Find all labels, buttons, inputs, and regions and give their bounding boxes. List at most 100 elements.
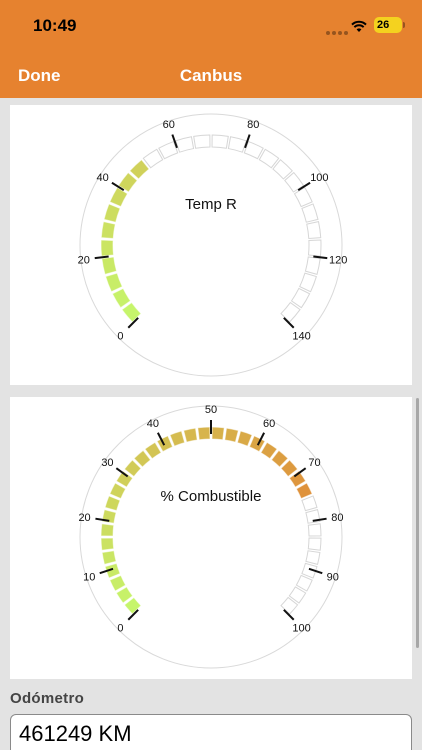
gauge-segment-empty bbox=[280, 596, 299, 615]
gauge-tick bbox=[95, 517, 110, 522]
gauge-segment-filled bbox=[123, 596, 142, 615]
gauge-tick-label: 60 bbox=[263, 418, 275, 430]
gauge-tick-label: 140 bbox=[292, 331, 310, 343]
gauge-segment-filled bbox=[123, 459, 142, 478]
odometer-field[interactable]: 461249 KM bbox=[10, 714, 412, 750]
gauge-tick-label: 50 bbox=[205, 404, 217, 416]
gauge-tick-label: 80 bbox=[247, 119, 259, 131]
gauge-tick-label: 0 bbox=[117, 623, 123, 635]
gauge-tick bbox=[244, 134, 251, 149]
gauge-segment-filled bbox=[109, 186, 129, 208]
gauge-segment-filled bbox=[105, 272, 123, 293]
gauge-tick-label: 30 bbox=[101, 457, 113, 469]
navigation-bar: Done Canbus bbox=[0, 48, 422, 98]
status-bar: 10:49 26 bbox=[0, 0, 422, 48]
fuel-gauge: 0 10 20 30 40 50 60 70 80 90 100 % Combustible bbox=[78, 404, 344, 669]
gauge-tick bbox=[127, 609, 139, 621]
gauge-segment-empty bbox=[288, 586, 307, 604]
gauge-tick bbox=[297, 181, 311, 192]
gauge-tick-label: 100 bbox=[292, 623, 310, 635]
gauge-segment-empty bbox=[227, 136, 247, 153]
gauge-segment-empty bbox=[280, 301, 301, 323]
gauge-segment-empty bbox=[258, 148, 280, 169]
gauge-segment-filled bbox=[103, 203, 121, 223]
gauge-tick-label: 80 bbox=[331, 512, 343, 524]
gauge-segment-filled bbox=[260, 441, 278, 460]
gauge-tick-label: 90 bbox=[327, 572, 339, 584]
gauge-segment-filled bbox=[109, 482, 127, 500]
gauge-tick bbox=[156, 432, 166, 446]
gauge-segment-filled bbox=[100, 537, 115, 551]
scrollbar[interactable] bbox=[416, 398, 419, 648]
gauge-tick-label: 10 bbox=[83, 572, 95, 584]
gauge-segment-filled bbox=[295, 482, 313, 500]
gauge-segment-empty bbox=[301, 203, 319, 223]
gauge-segment-filled bbox=[183, 427, 198, 443]
gauge-tick-label: 20 bbox=[78, 254, 90, 266]
gauge-tick-label: 40 bbox=[147, 418, 159, 430]
gauge-tick-label: 20 bbox=[78, 512, 90, 524]
gauge-segment-filled bbox=[104, 562, 121, 579]
gauge-tick-label: 0 bbox=[117, 331, 123, 343]
gauge-tick bbox=[171, 134, 178, 149]
gauge-segment-filled bbox=[101, 550, 117, 565]
gauge-segment-filled bbox=[117, 171, 138, 193]
page-title: Canbus bbox=[179, 66, 243, 85]
gauge-segment-filled bbox=[211, 426, 225, 441]
gauge-segment-empty bbox=[272, 159, 293, 180]
gauge-tick bbox=[256, 432, 266, 446]
odometer-label: Odómetro bbox=[10, 690, 85, 707]
gauge-title: Temp R bbox=[185, 196, 237, 213]
wifi-icon bbox=[351, 20, 367, 32]
gauge-segment-filled bbox=[101, 256, 118, 275]
gauge-tick bbox=[94, 255, 109, 260]
gauge-card-temp: 0 20 40 60 80 100 120 140 Temp R bbox=[10, 105, 412, 385]
gauge-segment-filled bbox=[121, 301, 142, 323]
gauge-segment-empty bbox=[301, 495, 318, 512]
gauge-segment-empty bbox=[142, 148, 164, 169]
gauge-tick bbox=[99, 567, 114, 575]
gauge-tick bbox=[312, 517, 327, 522]
gauge-card-fuel: 0 10 20 30 40 50 60 70 80 90 100 % Combustible bbox=[10, 397, 412, 679]
gauge-segment-empty bbox=[175, 136, 195, 153]
gauge-segment-filled bbox=[288, 470, 307, 488]
gauge-tick bbox=[308, 567, 323, 575]
battery-level: 26 bbox=[377, 19, 390, 31]
battery-icon: 26 bbox=[374, 17, 405, 33]
gauge-segment-empty bbox=[211, 134, 229, 149]
gauge-segment-empty bbox=[293, 186, 313, 208]
gauge-segment-filled bbox=[115, 586, 134, 604]
gauge-title: % Combustible bbox=[161, 488, 262, 505]
gauge-tick-label: 100 bbox=[310, 172, 328, 184]
gauge-segment-filled bbox=[129, 159, 150, 180]
cellular-signal-icon bbox=[326, 22, 350, 40]
gauge-segment-empty bbox=[290, 287, 311, 309]
gauge-segment-empty bbox=[307, 537, 322, 551]
gauge-outer-ring bbox=[79, 405, 343, 669]
gauge-segment-filled bbox=[280, 459, 299, 478]
gauge-segment-empty bbox=[193, 134, 211, 149]
gauge-segment-filled bbox=[236, 430, 253, 447]
gauge-segment-empty bbox=[284, 171, 305, 193]
gauge-segment-filled bbox=[144, 441, 162, 460]
gauge-segment-filled bbox=[100, 221, 116, 240]
gauge-segment-empty bbox=[306, 221, 322, 240]
gauge-segment-filled bbox=[100, 523, 115, 537]
gauge-segment-filled bbox=[104, 495, 121, 512]
gauge-segment-filled bbox=[133, 449, 152, 468]
temp-gauge: 0 20 40 60 80 100 120 140 Temp R bbox=[78, 113, 347, 377]
gauge-segment-filled bbox=[115, 470, 134, 488]
gauge-outer-ring bbox=[79, 113, 343, 377]
gauge-tick bbox=[283, 317, 295, 329]
gauge-segment-filled bbox=[111, 287, 132, 309]
done-button[interactable]: Done bbox=[18, 66, 61, 85]
gauge-tick-label: 70 bbox=[308, 457, 320, 469]
status-time: 10:49 bbox=[33, 16, 77, 35]
gauge-segment-empty bbox=[304, 256, 321, 275]
gauge-segment-empty bbox=[295, 574, 313, 592]
gauge-segment-filled bbox=[270, 449, 289, 468]
gauge-tick bbox=[313, 255, 328, 260]
gauge-segment-empty bbox=[307, 523, 322, 537]
gauge-tick-label: 60 bbox=[163, 119, 175, 131]
gauge-segment-empty bbox=[243, 140, 264, 160]
